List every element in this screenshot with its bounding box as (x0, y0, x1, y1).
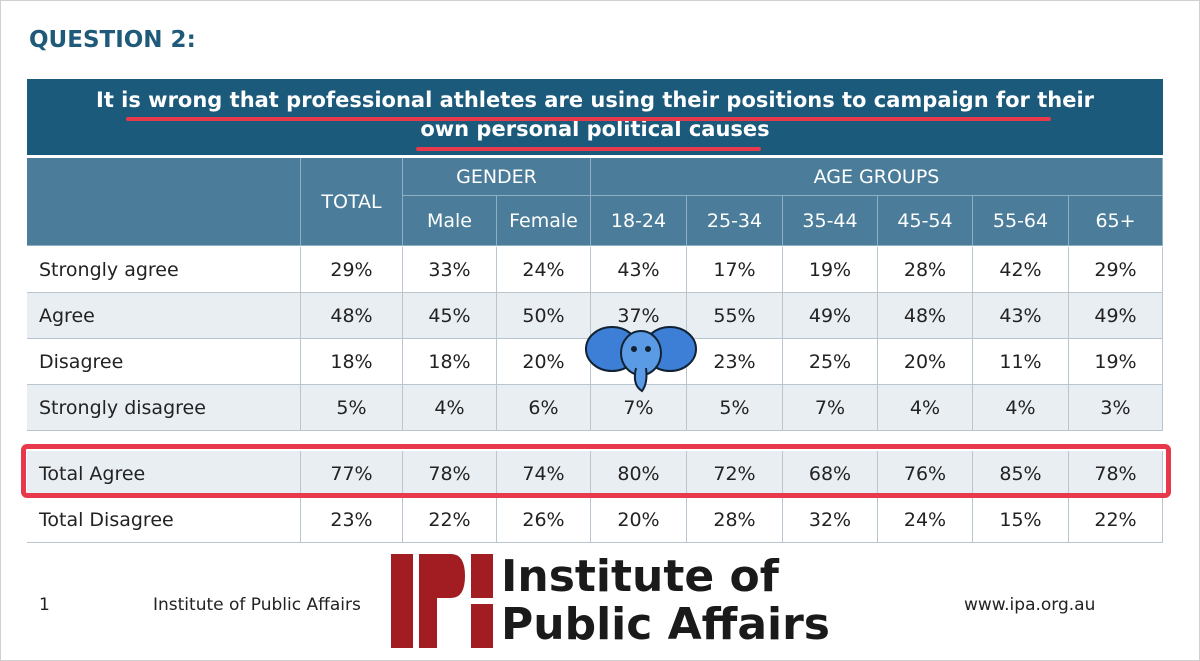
column-header: Female (497, 196, 591, 246)
value-cell: 19% (1069, 339, 1163, 385)
value-cell: 48% (878, 293, 973, 339)
value-cell: 11% (973, 339, 1069, 385)
value-cell: 43% (973, 293, 1069, 339)
value-cell: 15% (973, 497, 1069, 543)
footer-url: www.ipa.org.au (964, 595, 1096, 615)
value-cell: 7% (783, 385, 878, 431)
column-header: 65+ (1069, 196, 1163, 246)
column-header: 25-34 (687, 196, 783, 246)
underline (126, 117, 1051, 121)
value-cell: 48% (301, 293, 403, 339)
question-line: It is wrong that professional athletes a… (96, 88, 1094, 112)
value-cell: 55% (687, 293, 783, 339)
value-cell: 4% (403, 385, 497, 431)
question-line: own personal political causes (420, 117, 770, 141)
underline (416, 147, 761, 151)
column-header: TOTAL (301, 158, 403, 246)
value-cell: 19% (783, 247, 878, 293)
value-cell: 23% (301, 497, 403, 543)
column-header: 18-24 (591, 196, 687, 246)
value-cell: 6% (497, 385, 591, 431)
value-cell: 24% (497, 247, 591, 293)
value-cell: 23% (687, 339, 783, 385)
value-cell: 28% (878, 247, 973, 293)
value-cell: 20% (878, 339, 973, 385)
value-cell: 72% (687, 451, 783, 497)
slide-title: QUESTION 2: (29, 27, 196, 53)
column-header: 45-54 (878, 196, 973, 246)
value-cell: 17% (687, 247, 783, 293)
value-cell: 4% (878, 385, 973, 431)
header-cell (27, 158, 301, 246)
value-cell: 76% (878, 451, 973, 497)
value-cell: 28% (687, 497, 783, 543)
value-cell: 25% (783, 339, 878, 385)
row-label: Agree (27, 293, 301, 339)
value-cell: 18% (301, 339, 403, 385)
value-cell: 24% (878, 497, 973, 543)
value-cell: 5% (687, 385, 783, 431)
logo-mark (391, 554, 493, 648)
column-header: 35-44 (783, 196, 878, 246)
row-label: Total Agree (27, 451, 301, 497)
value-cell: 7% (591, 385, 687, 431)
value-cell: 78% (403, 451, 497, 497)
value-cell: 29% (1069, 247, 1163, 293)
value-cell: 4% (973, 385, 1069, 431)
value-cell: 5% (301, 385, 403, 431)
value-cell: 85% (973, 451, 1069, 497)
logo-text: Public Affairs (501, 599, 830, 650)
row-label: Total Disagree (27, 497, 301, 543)
value-cell: 33% (403, 247, 497, 293)
value-cell: 78% (1069, 451, 1163, 497)
group-header: AGE GROUPS (591, 158, 1163, 196)
column-header: 55-64 (973, 196, 1069, 246)
value-cell: 50% (497, 293, 591, 339)
value-cell: 22% (1069, 497, 1163, 543)
value-cell: 32% (783, 497, 878, 543)
group-header: GENDER (403, 158, 591, 196)
row-label: Disagree (27, 339, 301, 385)
value-cell: 29% (301, 247, 403, 293)
value-cell: 49% (783, 293, 878, 339)
highlight-box (21, 444, 1171, 498)
row-label: Strongly disagree (27, 385, 301, 431)
logo-text: Institute of (501, 551, 779, 602)
column-header: Male (403, 196, 497, 246)
row-label: Strongly agree (27, 247, 301, 293)
value-cell: 26% (497, 497, 591, 543)
value-cell: 22% (403, 497, 497, 543)
value-cell: 3% (1069, 385, 1163, 431)
value-cell: 49% (1069, 293, 1163, 339)
value-cell: 42% (973, 247, 1069, 293)
footer-org: Institute of Public Affairs (153, 595, 361, 615)
value-cell: 18% (403, 339, 497, 385)
value-cell: 68% (783, 451, 878, 497)
page-number: 1 (39, 595, 50, 615)
value-cell: 20% (497, 339, 591, 385)
value-cell: 43% (591, 247, 687, 293)
value-cell: 20% (591, 497, 687, 543)
elephant-icon (585, 326, 697, 393)
value-cell: 45% (403, 293, 497, 339)
